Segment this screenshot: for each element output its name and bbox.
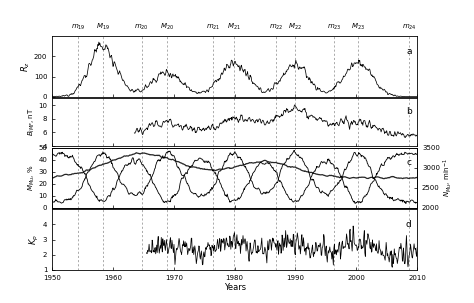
Text: $M_{22}$: $M_{22}$: [288, 22, 302, 32]
Y-axis label: $N_{Mu}$, min$^{-1}$: $N_{Mu}$, min$^{-1}$: [441, 158, 454, 197]
Text: $m_{19}$: $m_{19}$: [71, 23, 86, 32]
Y-axis label: $R_z$: $R_z$: [20, 61, 32, 72]
Text: $m_{21}$: $m_{21}$: [206, 23, 220, 32]
Text: $M_{23}$: $M_{23}$: [351, 22, 365, 32]
Y-axis label: $M_{Mu}$, %: $M_{Mu}$, %: [27, 165, 37, 191]
Text: $M_{21}$: $M_{21}$: [227, 22, 241, 32]
Text: $M_{20}$: $M_{20}$: [160, 22, 174, 32]
X-axis label: Years: Years: [224, 283, 246, 292]
Text: a: a: [406, 47, 411, 56]
Text: d: d: [406, 220, 411, 229]
Text: $m_{24}$: $m_{24}$: [402, 23, 417, 32]
Text: $M_{19}$: $M_{19}$: [96, 22, 109, 32]
Y-axis label: $K_p$: $K_p$: [28, 234, 41, 245]
Text: b: b: [406, 107, 411, 116]
Text: $m_{23}$: $m_{23}$: [327, 23, 342, 32]
Text: $m_{20}$: $m_{20}$: [134, 23, 149, 32]
Y-axis label: $B_{IMF}$, nT: $B_{IMF}$, nT: [27, 108, 37, 136]
Text: $m_{22}$: $m_{22}$: [269, 23, 283, 32]
Text: c: c: [407, 158, 411, 168]
